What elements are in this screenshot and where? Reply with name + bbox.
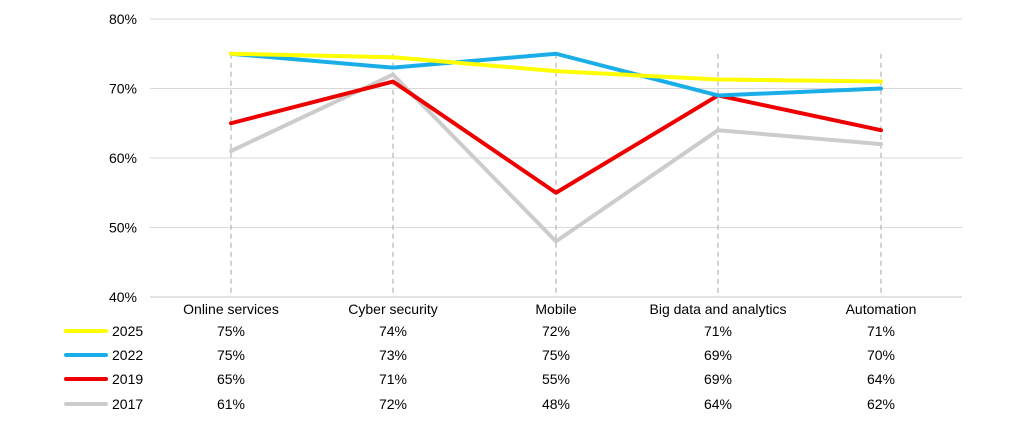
series-line-2022	[229, 51, 883, 98]
series-lines	[229, 51, 883, 244]
table-cell: 70%	[867, 347, 895, 363]
y-tick-label: 70%	[109, 81, 137, 97]
table-cell: 71%	[704, 323, 732, 339]
data-table: 2025 75% 74% 72% 71% 71% 2022 75% 73% 75% 69% 70% 20…	[64, 323, 895, 412]
table-cell: 71%	[379, 371, 407, 387]
category-label: Mobile	[535, 301, 576, 317]
table-cell: 64%	[704, 396, 732, 412]
category-label: Online services	[183, 301, 279, 317]
category-label: Cyber security	[348, 301, 437, 317]
table-cell: 69%	[704, 347, 732, 363]
y-axis-ticks: 40% 50% 60% 70% 80%	[109, 11, 137, 305]
gridlines	[150, 18, 962, 298]
table-cell: 64%	[867, 371, 895, 387]
y-tick-label: 50%	[109, 220, 137, 236]
table-cell: 71%	[867, 323, 895, 339]
table-cell: 75%	[542, 347, 570, 363]
table-cell: 75%	[217, 323, 245, 339]
table-cell: 55%	[542, 371, 570, 387]
category-label: Big data and analytics	[650, 301, 787, 317]
legend-label: 2017	[112, 396, 143, 412]
category-label: Automation	[846, 301, 917, 317]
series-line-2025	[229, 51, 883, 84]
table-cell: 72%	[542, 323, 570, 339]
table-cell: 48%	[542, 396, 570, 412]
table-cell: 73%	[379, 347, 407, 363]
table-cell: 69%	[704, 371, 732, 387]
table-cell: 62%	[867, 396, 895, 412]
x-axis-labels: Online services Cyber security Mobile Big d…	[183, 301, 916, 317]
y-tick-label: 40%	[109, 289, 137, 305]
legend-label: 2025	[112, 323, 143, 339]
table-cell: 75%	[217, 347, 245, 363]
table-cell: 61%	[217, 396, 245, 412]
legend-label: 2019	[112, 371, 143, 387]
series-line-2019	[229, 79, 883, 195]
y-tick-label: 80%	[109, 11, 137, 27]
table-cell: 65%	[217, 371, 245, 387]
table-cell: 74%	[379, 323, 407, 339]
table-cell: 72%	[379, 396, 407, 412]
series-line-2017	[229, 72, 883, 244]
y-tick-label: 60%	[109, 150, 137, 166]
category-drop-lines	[230, 53, 882, 297]
legend-label: 2022	[112, 347, 143, 363]
